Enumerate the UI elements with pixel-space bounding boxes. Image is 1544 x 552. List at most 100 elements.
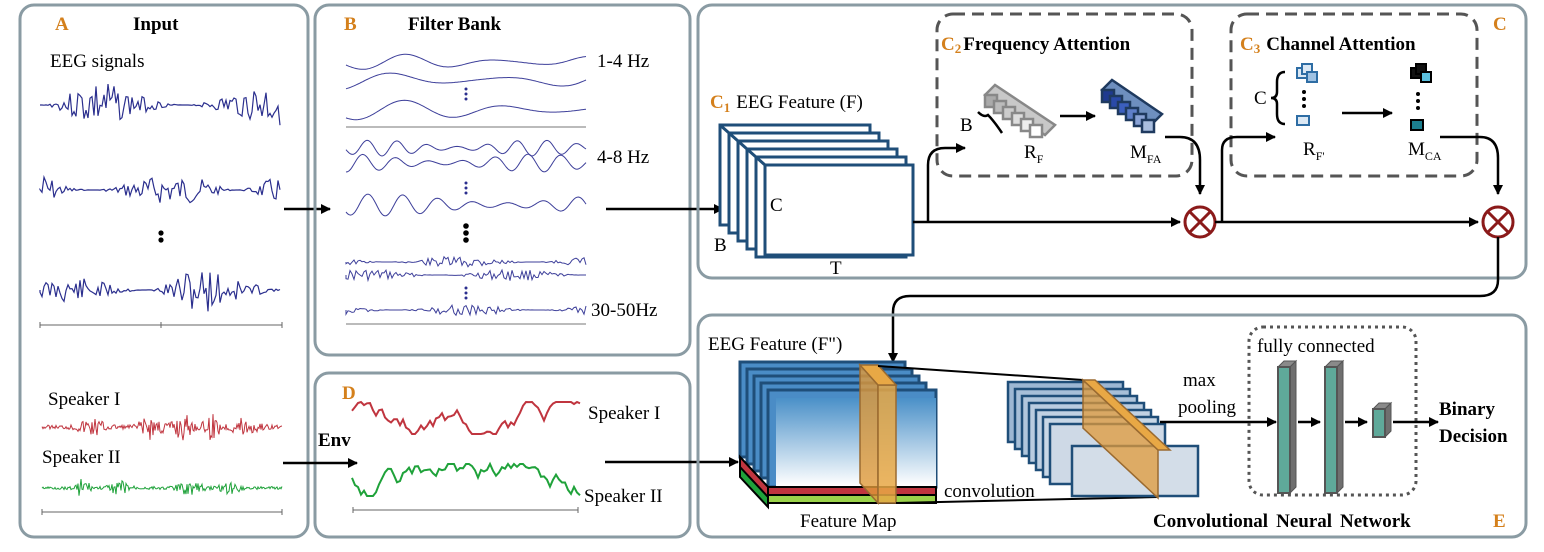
speaker1-audio-wave bbox=[41, 414, 283, 441]
band3-ellipsis bbox=[464, 286, 468, 300]
panel-b-letter: B bbox=[344, 14, 357, 35]
flow-mult1-to-rf2 bbox=[1220, 132, 1276, 222]
fc-layer-3 bbox=[1371, 401, 1393, 439]
cnn-label: Convolutional Neural Network bbox=[1153, 511, 1411, 532]
channel-attention-box bbox=[1229, 12, 1479, 178]
rf2-letter: R bbox=[1303, 139, 1316, 160]
c1-label: C1 EEG Feature (F) bbox=[710, 92, 863, 115]
speaker2-envelope bbox=[351, 461, 581, 497]
rf2-brace bbox=[1270, 70, 1286, 126]
rf2-label: RF' bbox=[1303, 139, 1325, 163]
binary-label: Binary bbox=[1439, 399, 1495, 420]
feature-map-cube bbox=[738, 360, 938, 510]
c2-title: Frequency Attention bbox=[963, 34, 1130, 55]
speaker2-label-d: Speaker II bbox=[584, 486, 663, 507]
c3-title: Channel Attention bbox=[1266, 34, 1416, 55]
band-1-label: 1-4 Hz bbox=[597, 51, 649, 72]
band2-wave-3 bbox=[345, 193, 587, 217]
band1-ellipsis bbox=[464, 87, 468, 101]
c2-sub: 2 bbox=[955, 41, 962, 56]
mca-label: MCA bbox=[1408, 139, 1442, 163]
mfa-vector bbox=[1100, 78, 1164, 134]
band3-wave-1 bbox=[345, 255, 587, 268]
cube-c-label: C bbox=[770, 195, 783, 216]
time-axis-a bbox=[39, 322, 283, 328]
panel-a-letter: A bbox=[55, 14, 69, 35]
panel-b-title: Filter Bank bbox=[408, 14, 502, 35]
speaker1-envelope bbox=[351, 400, 581, 435]
c2-letter: C bbox=[941, 34, 955, 55]
panel-a-frame bbox=[18, 3, 310, 539]
panel-b-frame bbox=[313, 3, 692, 357]
vertical-ellipsis-b bbox=[463, 223, 469, 243]
eeg-signals-label: EEG signals bbox=[50, 51, 144, 72]
panel-e-letter: E bbox=[1493, 511, 1506, 532]
pooling-label: pooling bbox=[1178, 397, 1237, 418]
band-3-label: 30-50Hz bbox=[591, 300, 657, 321]
rf2-c-brace-label: C bbox=[1254, 88, 1267, 109]
cube-t-label: T bbox=[830, 258, 842, 279]
multiply-node-1 bbox=[1183, 205, 1217, 239]
c3-letter: C bbox=[1240, 34, 1254, 55]
convolution-label: convolution bbox=[944, 481, 1035, 502]
panel-d-letter: D bbox=[342, 383, 356, 404]
fc-layer-1 bbox=[1276, 359, 1298, 495]
c1-title: EEG Feature (F) bbox=[736, 92, 863, 113]
c3-label: C3 Channel Attention bbox=[1240, 34, 1416, 56]
speaker2-label-a: Speaker II bbox=[42, 447, 121, 468]
conv-layer-cube bbox=[1006, 378, 1200, 500]
panel-a-title: Input bbox=[133, 14, 179, 35]
mca-subscript: CA bbox=[1425, 149, 1442, 163]
projection-line-bottom bbox=[895, 496, 1159, 504]
mca-ellipsis bbox=[1416, 92, 1420, 110]
feature-cube-f bbox=[718, 123, 915, 259]
band1-wave-2 bbox=[345, 72, 587, 90]
speaker1-label-d: Speaker I bbox=[588, 403, 660, 424]
rf-label: RF bbox=[1024, 142, 1044, 166]
rf2-vector bbox=[1296, 63, 1318, 126]
decision-label: Decision bbox=[1439, 426, 1508, 447]
flow-mfa-to-mult1 bbox=[1165, 135, 1205, 195]
env-label: Env bbox=[318, 430, 351, 451]
mfa-subscript: FA bbox=[1147, 152, 1162, 166]
cnn-word-1: Convolutional bbox=[1153, 511, 1268, 532]
frequency-attention-box bbox=[935, 12, 1194, 178]
c2-label: C2 Frequency Attention bbox=[941, 34, 1131, 56]
mfa-letter: M bbox=[1130, 142, 1147, 163]
flow-cube-to-rf bbox=[926, 143, 966, 222]
feature-f2-title: EEG Feature (F") bbox=[708, 334, 842, 355]
panel-c-letter: C bbox=[1493, 14, 1507, 35]
cnn-word-3: Network bbox=[1340, 511, 1411, 532]
rf-brace bbox=[977, 111, 1004, 134]
eeg-trace-2 bbox=[39, 174, 281, 204]
band3-wave-2 bbox=[345, 268, 586, 283]
rf-subscript: F bbox=[1037, 152, 1044, 166]
panel-e-frame bbox=[696, 313, 1528, 539]
band1-wave-3 bbox=[345, 99, 587, 121]
speaker1-label-a: Speaker I bbox=[48, 389, 120, 410]
fully-connected-label: fully connected bbox=[1257, 336, 1375, 357]
rf-vector bbox=[983, 83, 1057, 139]
vertical-ellipsis-a bbox=[158, 230, 164, 243]
panel-d-frame bbox=[313, 371, 692, 539]
c3-sub: 3 bbox=[1254, 41, 1261, 56]
feature-map-label: Feature Map bbox=[800, 511, 897, 532]
rf2-subscript: F' bbox=[1316, 149, 1325, 163]
rf2-ellipsis bbox=[1302, 90, 1306, 108]
cnn-word-2: Neural bbox=[1276, 511, 1332, 532]
flow-mult2-to-cnn bbox=[888, 237, 1500, 363]
band2-wave-1 bbox=[345, 139, 587, 157]
time-axis-d bbox=[352, 507, 579, 513]
eeg-trace-3 bbox=[39, 272, 281, 312]
mfa-label: MFA bbox=[1130, 142, 1162, 166]
flow-mca-to-mult2 bbox=[1440, 135, 1503, 195]
band-2-label: 4-8 Hz bbox=[597, 147, 649, 168]
panel-c-frame bbox=[696, 3, 1528, 280]
multiply-node-2 bbox=[1481, 205, 1515, 239]
mca-letter: M bbox=[1408, 139, 1425, 160]
time-axis-a2 bbox=[41, 509, 283, 515]
c1-sub: 1 bbox=[724, 100, 731, 115]
cube-b-label: B bbox=[714, 235, 727, 256]
projection-line-top bbox=[877, 365, 1084, 381]
fc-layer-2 bbox=[1323, 359, 1345, 495]
